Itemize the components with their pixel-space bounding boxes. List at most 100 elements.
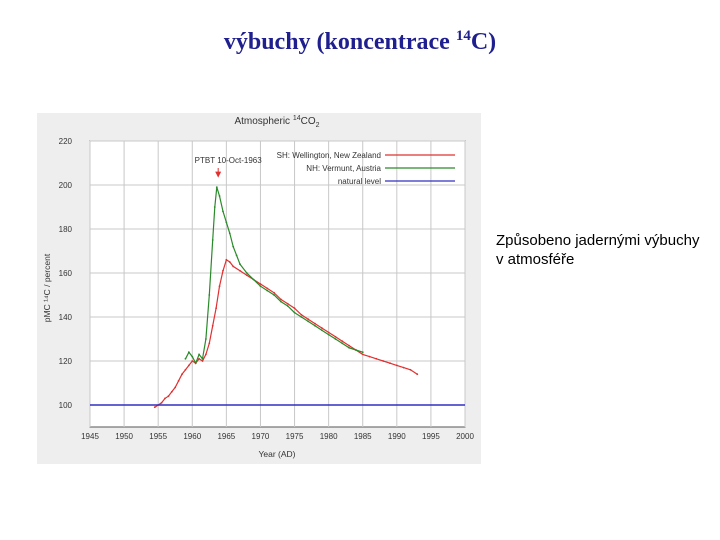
legend-label: NH: Vermunt, Austria: [306, 164, 381, 173]
data-point: [228, 261, 231, 263]
legend: SH: Wellington, New Zealand NH: Vermunt, …: [277, 151, 455, 186]
data-point: [341, 340, 344, 343]
y-tick-label: 180: [59, 225, 73, 234]
data-point: [280, 300, 282, 303]
data-point: [174, 386, 177, 389]
data-point: [232, 245, 235, 248]
data-point: [170, 390, 173, 393]
data-point: [218, 195, 221, 197]
data-point: [187, 364, 190, 367]
chart-title-subscript: 2: [316, 122, 320, 129]
chart-title-superscript: 14: [293, 115, 301, 122]
data-point: [208, 342, 211, 345]
data-point: [382, 360, 385, 362]
data-point: [208, 294, 211, 296]
chart-image: 1945 1950 1955 1960 1965 1970 1975 1980 1985 1990…: [37, 113, 481, 464]
y-tick-label: 140: [59, 313, 73, 322]
data-point: [245, 274, 248, 277]
data-point: [273, 291, 275, 294]
x-tick-label: 2000: [456, 432, 474, 441]
y-tick-label: 100: [59, 401, 73, 410]
x-tick-label: 1950: [115, 432, 133, 441]
y-tick-label: 120: [59, 357, 73, 366]
data-point: [300, 316, 303, 318]
data-point: [215, 186, 218, 189]
data-point: [300, 313, 303, 316]
data-point: [409, 368, 412, 371]
data-point: [181, 373, 183, 376]
data-point: [293, 307, 296, 310]
data-point: [307, 320, 310, 323]
data-point: [184, 357, 187, 360]
slide-title-suffix: C): [470, 29, 497, 55]
chart-title-suffix: CO: [301, 116, 316, 127]
legend-label: SH: Wellington, New Zealand: [277, 151, 381, 160]
x-tick-label: 1990: [388, 432, 406, 441]
x-tick-label: 1960: [183, 432, 201, 441]
data-point: [187, 351, 190, 354]
data-point: [222, 210, 224, 213]
x-tick-label: 1970: [252, 432, 270, 441]
data-point: [228, 232, 231, 235]
tick-labels: 1945 1950 1955 1960 1965 1970 1975 1980 1985 1990…: [59, 137, 475, 441]
data-point: [211, 239, 214, 241]
x-tick-label: 1985: [354, 432, 372, 441]
data-point: [153, 406, 156, 409]
data-point: [252, 278, 255, 281]
data-point: [395, 364, 398, 367]
data-point: [215, 307, 218, 310]
data-point: [259, 283, 262, 285]
data-point: [348, 344, 350, 347]
data-point: [232, 265, 235, 268]
x-tick-label: 1945: [81, 432, 99, 441]
data-point: [177, 379, 180, 382]
data-point: [201, 360, 204, 362]
data-point: [280, 298, 282, 301]
data-point: [286, 305, 289, 307]
x-tick-label: 1975: [286, 432, 304, 441]
data-point: [191, 360, 194, 362]
series-line-nh-vermunt-austria: [184, 187, 363, 365]
x-tick-label: 1955: [149, 432, 167, 441]
data-point: [259, 285, 262, 288]
y-tick-label: 160: [59, 269, 73, 278]
data-point: [273, 294, 275, 296]
y-axis-label: pMC ¹⁴C / percent: [42, 253, 52, 322]
data-point: [293, 311, 296, 314]
data-point: [389, 362, 391, 365]
data-point: [375, 357, 378, 360]
data-point: [348, 346, 350, 349]
chart-title-prefix: Atmospheric: [234, 116, 292, 127]
explanation-note: Způsobeno jadernými výbuchy v atmosféře: [496, 232, 700, 268]
ptbt-annotation: PTBT 10-Oct-1963: [195, 156, 263, 178]
chart-title: Atmospheric 14CO2: [234, 115, 319, 129]
data-point: [218, 285, 221, 288]
slide-title-text: výbuchy (koncentrace: [223, 29, 456, 55]
ptbt-annotation-arrowhead: [215, 171, 222, 178]
data-point: [239, 269, 241, 272]
data-point: [211, 324, 214, 327]
data-point: [327, 331, 330, 334]
ptbt-annotation-label: PTBT 10-Oct-1963: [195, 156, 263, 165]
data-point: [341, 342, 344, 345]
data-point: [184, 368, 187, 371]
data-point: [225, 258, 228, 261]
data-point: [355, 349, 357, 351]
x-tick-label: 1995: [422, 432, 440, 441]
data-point: [235, 254, 238, 257]
x-tick-label: 1980: [320, 432, 338, 441]
data-point: [320, 329, 323, 332]
data-point: [361, 351, 364, 354]
legend-label: natural level: [338, 177, 381, 186]
data-point: [361, 353, 364, 356]
data-point: [245, 272, 248, 274]
data-point: [194, 362, 197, 365]
data-point: [198, 353, 200, 356]
plot-area: [89, 140, 466, 428]
data-point: [266, 289, 269, 292]
data-point: [327, 333, 330, 336]
data-point: [314, 324, 316, 327]
data-point: [286, 302, 289, 305]
data-point: [320, 327, 323, 329]
y-tick-label: 220: [59, 137, 73, 146]
